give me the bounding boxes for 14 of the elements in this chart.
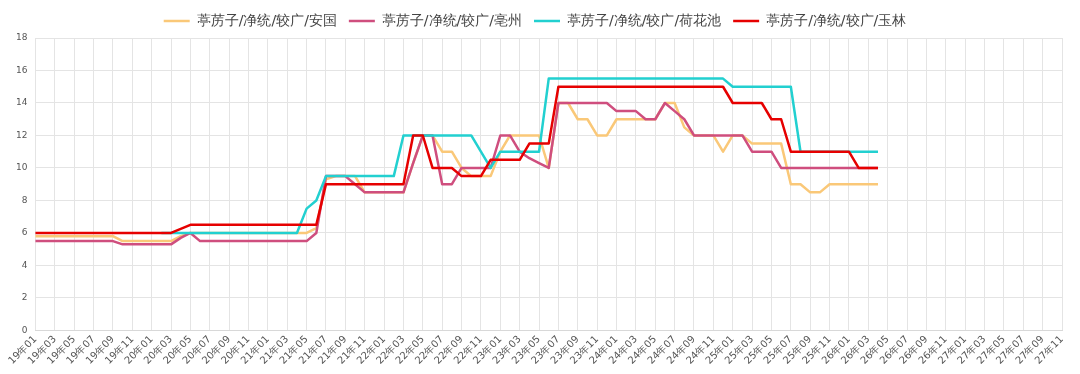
legend-label: 葶苈子/净统/较广/亳州: [381, 11, 523, 28]
y-tick-label: 10: [16, 162, 28, 173]
y-tick-label: 2: [21, 292, 28, 303]
y-tick-label: 8: [21, 194, 28, 205]
legend-label: 葶苈子/净统/较广/荷花池: [567, 11, 722, 28]
legend-label: 葶苈子/净统/较广/玉林: [766, 11, 907, 28]
y-tick-label: 6: [21, 227, 28, 238]
y-tick-label: 18: [16, 32, 28, 43]
y-tick-label: 12: [16, 129, 28, 140]
y-tick-label: 14: [16, 97, 28, 108]
y-tick-label: 4: [21, 259, 28, 270]
legend-label: 葶苈子/净统/较广/安国: [196, 11, 337, 28]
y-tick-label: 0: [21, 324, 28, 335]
y-tick-label: 16: [16, 64, 28, 75]
